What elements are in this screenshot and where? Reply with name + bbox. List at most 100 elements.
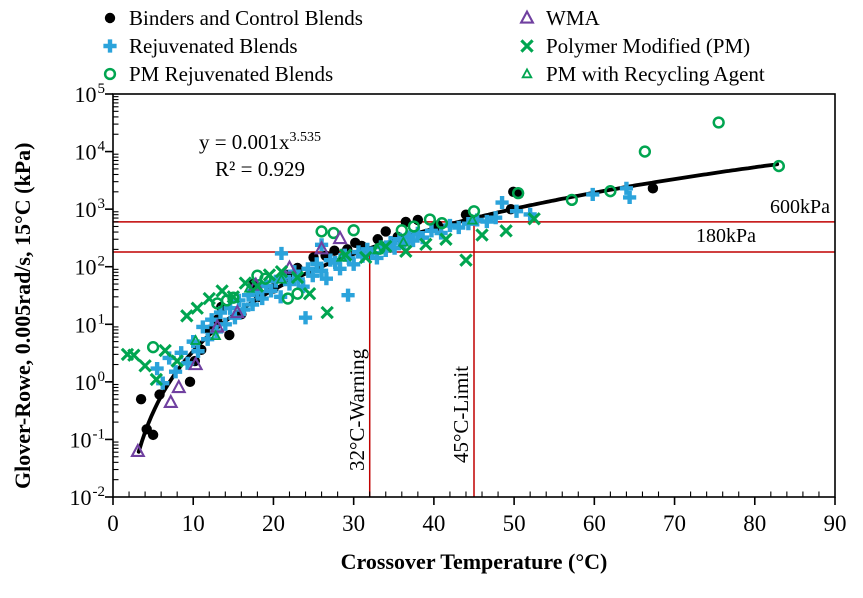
plus-marker xyxy=(489,211,503,225)
x-icon xyxy=(520,39,534,53)
series-polymer-modified-pm xyxy=(120,212,541,387)
x-tick-label: 50 xyxy=(503,511,526,536)
x-axis-title: Crossover Temperature (°C) xyxy=(340,549,608,574)
plus-marker xyxy=(586,187,600,202)
x-tick-label: 0 xyxy=(107,511,119,536)
plus-marker xyxy=(509,204,524,218)
x-tick-label: 70 xyxy=(663,511,686,536)
open-triangle-small-marker xyxy=(275,273,288,284)
plus-marker xyxy=(168,365,183,379)
legend-label: PM with Recycling Agent xyxy=(546,61,765,86)
equation-exponent: 3.535 xyxy=(289,130,322,145)
open-triangle-marker xyxy=(209,318,225,333)
plus-marker xyxy=(274,290,288,304)
y-axis-title: Glover-Rowe, 0.005rad/s, 15°C (kPa) xyxy=(10,142,35,490)
y-tick-label: 105 xyxy=(75,81,106,107)
plus-marker xyxy=(150,361,164,376)
x-tick-label: 60 xyxy=(583,511,606,536)
plus-marker xyxy=(298,311,313,325)
x-marker xyxy=(475,228,489,242)
series-wma xyxy=(130,229,348,458)
plot-border xyxy=(112,93,836,498)
fit-equation: y = 0.001x3.535 R² = 0.929 xyxy=(168,124,352,183)
plus-marker xyxy=(218,317,232,331)
x-marker xyxy=(202,291,216,306)
x-marker xyxy=(399,244,413,259)
open-triangle-marker xyxy=(130,442,146,458)
x-tick-label: 20 xyxy=(262,511,285,536)
plus-marker xyxy=(319,272,333,286)
legend-label: Binders and Control Blends xyxy=(129,5,363,30)
x-marker xyxy=(459,253,473,267)
filled-circle-marker xyxy=(647,183,659,194)
legend-label: PM Rejuvenated Blends xyxy=(129,61,334,86)
open-triangle-marker xyxy=(187,355,204,371)
x-tick-label: 80 xyxy=(743,511,766,536)
y-tick-label: 101 xyxy=(75,311,106,337)
x-marker xyxy=(226,290,241,304)
open-circle-marker xyxy=(347,224,360,237)
plus-marker xyxy=(245,297,260,312)
open-triangle-icon xyxy=(519,9,535,24)
ref-line-label-180kpa: 180kPa xyxy=(696,225,756,247)
y-tick-label: 103 xyxy=(75,196,106,222)
x-marker xyxy=(379,239,393,254)
open-circle-marker xyxy=(435,217,449,230)
open-circle-marker xyxy=(467,205,481,218)
plus-marker xyxy=(282,277,297,291)
x-marker xyxy=(262,268,277,282)
legend-label: Rejuvenated Blends xyxy=(129,33,298,58)
open-triangle-marker xyxy=(519,9,535,24)
legend-item-pm-with-recycling-agent: PM with Recycling Agent xyxy=(516,60,765,88)
plus-marker xyxy=(387,241,402,255)
plus-marker xyxy=(452,220,466,235)
y-tick-label: 10-2 xyxy=(70,484,106,510)
open-circle-marker xyxy=(281,292,295,305)
open-triangle-small-marker xyxy=(189,334,202,345)
open-triangle-small-marker xyxy=(466,213,479,225)
ref-line-label-600kpa: 600kPa xyxy=(770,196,830,218)
filled-circle-icon xyxy=(104,12,116,24)
legend-item-rejuvenated-blends: Rejuvenated Blends xyxy=(99,32,363,60)
x-marker xyxy=(158,343,172,358)
x-marker xyxy=(359,250,373,265)
open-triangle-small-marker xyxy=(243,281,256,293)
x-marker xyxy=(419,237,433,252)
x-marker xyxy=(180,309,194,323)
plus-marker xyxy=(333,262,347,276)
plus-marker xyxy=(241,288,256,302)
y-tick-label: 104 xyxy=(75,139,106,165)
plus-marker xyxy=(191,344,205,358)
open-circle-marker xyxy=(604,185,617,198)
plus-marker xyxy=(301,262,315,276)
plus-marker xyxy=(480,214,494,229)
x-tick-label: 30 xyxy=(342,511,365,536)
filled-circle-marker xyxy=(154,389,165,400)
plus-marker xyxy=(623,190,637,204)
x-marker xyxy=(274,264,289,279)
plus-marker xyxy=(205,313,219,327)
x-marker xyxy=(499,224,513,238)
x-marker xyxy=(439,232,453,246)
legend: Binders and Control Blends Rejuvenated Bl… xyxy=(0,2,863,90)
open-circle-marker xyxy=(315,225,328,238)
x-axis-ticks: 0 10 20 30 40 50 60 70 80 90 xyxy=(107,491,847,536)
open-triangle-marker xyxy=(332,229,348,245)
legend-label: Polymer Modified (PM) xyxy=(546,33,751,58)
open-triangle-small-marker xyxy=(335,250,348,262)
open-triangle-small-marker xyxy=(371,243,384,255)
series-rejuvenated-blends xyxy=(150,181,637,390)
ref-line-label-32c-warning: 32°C-Warning xyxy=(345,348,369,471)
open-circle-marker xyxy=(407,220,420,233)
open-circle-marker xyxy=(423,213,437,226)
open-circle-marker xyxy=(565,193,579,207)
filled-circle-marker xyxy=(224,329,235,341)
plus-marker xyxy=(255,291,269,306)
plus-marker xyxy=(314,264,329,278)
plus-marker xyxy=(341,288,355,302)
open-circle-marker xyxy=(638,145,652,158)
plus-marker xyxy=(264,284,278,298)
filled-circle-marker xyxy=(104,12,116,24)
plus-marker xyxy=(347,257,361,271)
open-circle-marker xyxy=(227,291,240,304)
